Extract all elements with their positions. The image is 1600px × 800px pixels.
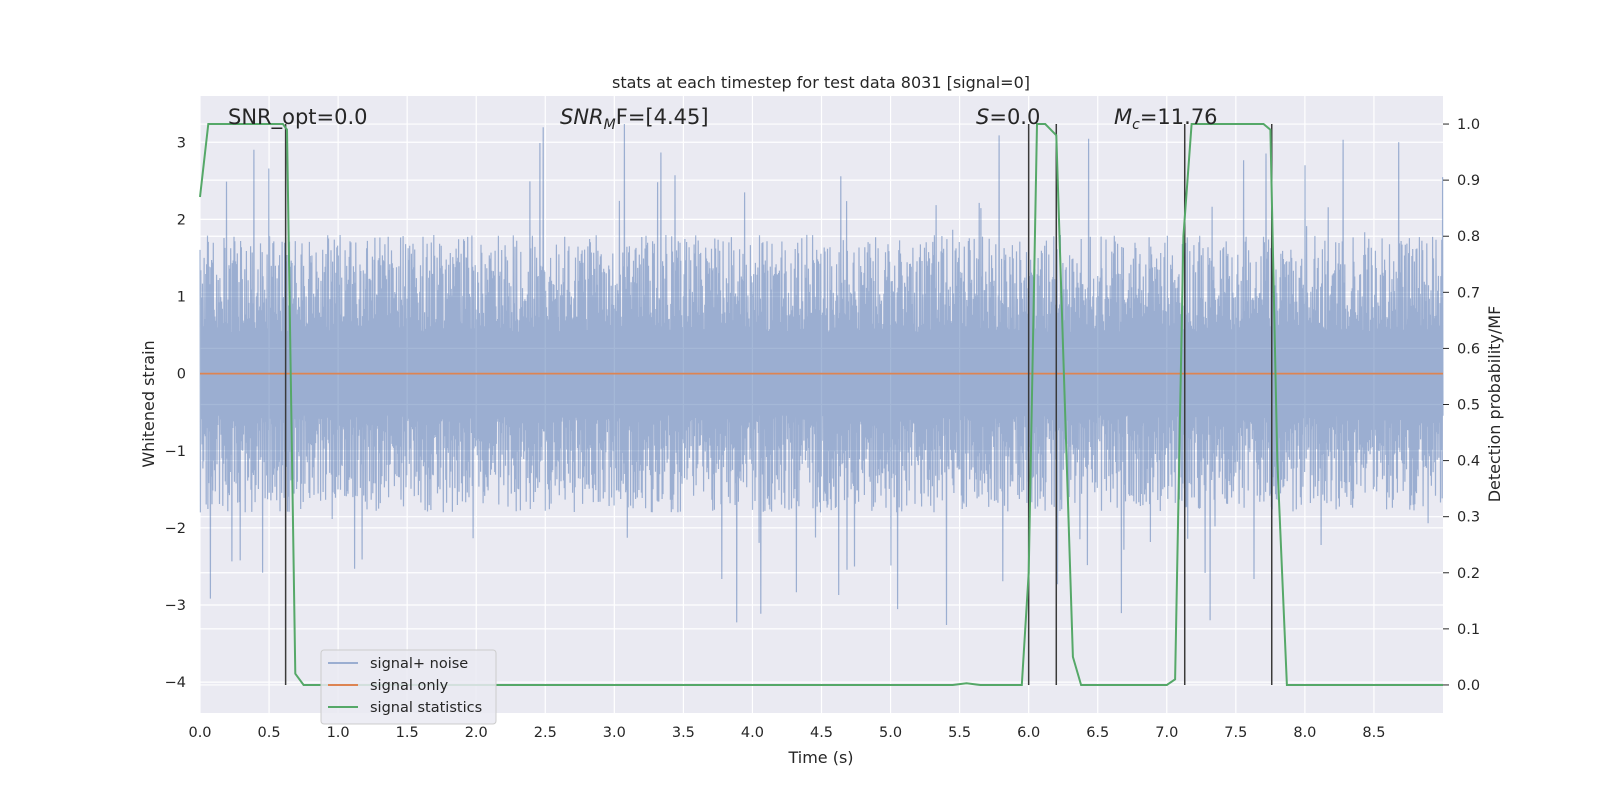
annotation-snr-opt: SNR_opt=0.0 (228, 105, 368, 130)
x-tick-label: 7.5 (1224, 725, 1247, 741)
x-tick-label: 7.0 (1155, 725, 1178, 741)
signal-statistics-series (199, 123, 1443, 686)
x-tick-label: 8.5 (1362, 725, 1385, 741)
signal-statistics-line (199, 123, 1443, 686)
y-tick-label: 0 (177, 367, 186, 383)
signal-noise-series (199, 123, 1444, 626)
x-tick-label: 0.5 (258, 725, 281, 741)
x-axis-ticks: 0.0 0.5 1.0 1.5 2.0 2.5 3.0 3.5 4.0 4.5 5.0 5.5 6.0 6… (188, 725, 1385, 741)
annotation-s: S=0.0 (976, 105, 1040, 129)
annotation-mc-base: M (1114, 105, 1132, 129)
x-tick-label: 4.5 (810, 725, 833, 741)
x-tick-label: 3.5 (672, 725, 695, 741)
legend-label-noise: signal+ noise (370, 656, 468, 672)
y2-tick-label: 0.7 (1457, 285, 1480, 301)
y-axis-label: Whitened strain (139, 340, 158, 467)
y2-axis-label: Detection probability/MF (1485, 306, 1504, 503)
annotation-s-base: S (976, 105, 989, 129)
y-tick-label: −3 (165, 598, 186, 614)
annotation-mc-rest: =11.76 (1140, 105, 1218, 129)
x-tick-label: 0.0 (188, 725, 211, 741)
y-axis-ticks: −4 −3 −2 −1 0 1 2 3 (165, 135, 186, 691)
annotation-mc: Mc=11.76 (1114, 105, 1218, 133)
annotation-snr-mf-sub: M (604, 117, 616, 133)
y2-tick-label: 0.0 (1457, 678, 1480, 694)
x-tick-label: 1.0 (327, 725, 350, 741)
y2-tick-label: 0.5 (1457, 398, 1480, 414)
legend-label-signal: signal only (370, 678, 449, 694)
y2-tick-label: 0.1 (1457, 622, 1480, 638)
y-tick-label: 3 (177, 135, 186, 151)
legend: signal+ noise signal only signal statist… (320, 649, 497, 725)
x-tick-label: 5.5 (948, 725, 971, 741)
y2-tick-label: 1.0 (1457, 117, 1480, 133)
x-tick-label: 2.0 (465, 725, 488, 741)
chart-title: stats at each timestep for test data 803… (612, 73, 1030, 92)
y2-tick-label: 0.4 (1457, 454, 1480, 470)
y2-tick-label: 0.6 (1457, 341, 1480, 357)
y2-tick-label: 0.2 (1457, 566, 1480, 582)
y-tick-label: 2 (177, 212, 186, 228)
annotation-s-rest: =0.0 (989, 105, 1040, 129)
legend-box (320, 649, 497, 725)
annotation-snr-mf-base: SNR (560, 105, 604, 129)
annotation-snr-mf-rest: F=[4.45] (616, 105, 709, 129)
x-tick-label: 2.5 (534, 725, 557, 741)
y-tick-label: −1 (165, 444, 186, 460)
y2-tick-label: 0.9 (1457, 173, 1480, 189)
legend-label-stats: signal statistics (370, 700, 482, 716)
y2-tick-label: 0.3 (1457, 510, 1480, 526)
x-tick-label: 8.0 (1293, 725, 1316, 741)
x-tick-label: 6.5 (1086, 725, 1109, 741)
y-tick-label: 1 (177, 290, 186, 306)
x-tick-label: 6.0 (1017, 725, 1040, 741)
y2-tick-label: 0.8 (1457, 229, 1480, 245)
y-tick-label: −4 (165, 675, 186, 691)
y-tick-label: −2 (165, 521, 186, 537)
x-axis-label: Time (s) (787, 748, 853, 767)
y2-axis-ticks: 0.0 0.1 0.2 0.3 0.4 0.5 0.6 0.7 0.8 0.9 1.0 (1443, 117, 1480, 694)
x-tick-label: 3.0 (603, 725, 626, 741)
x-tick-label: 5.0 (879, 725, 902, 741)
annotation-snr-mf: SNRMF=[4.45] (560, 105, 709, 133)
noise-line (199, 123, 1444, 626)
annotation-mc-sub: c (1132, 117, 1140, 133)
x-tick-label: 1.5 (396, 725, 419, 741)
x-tick-label: 4.0 (741, 725, 764, 741)
